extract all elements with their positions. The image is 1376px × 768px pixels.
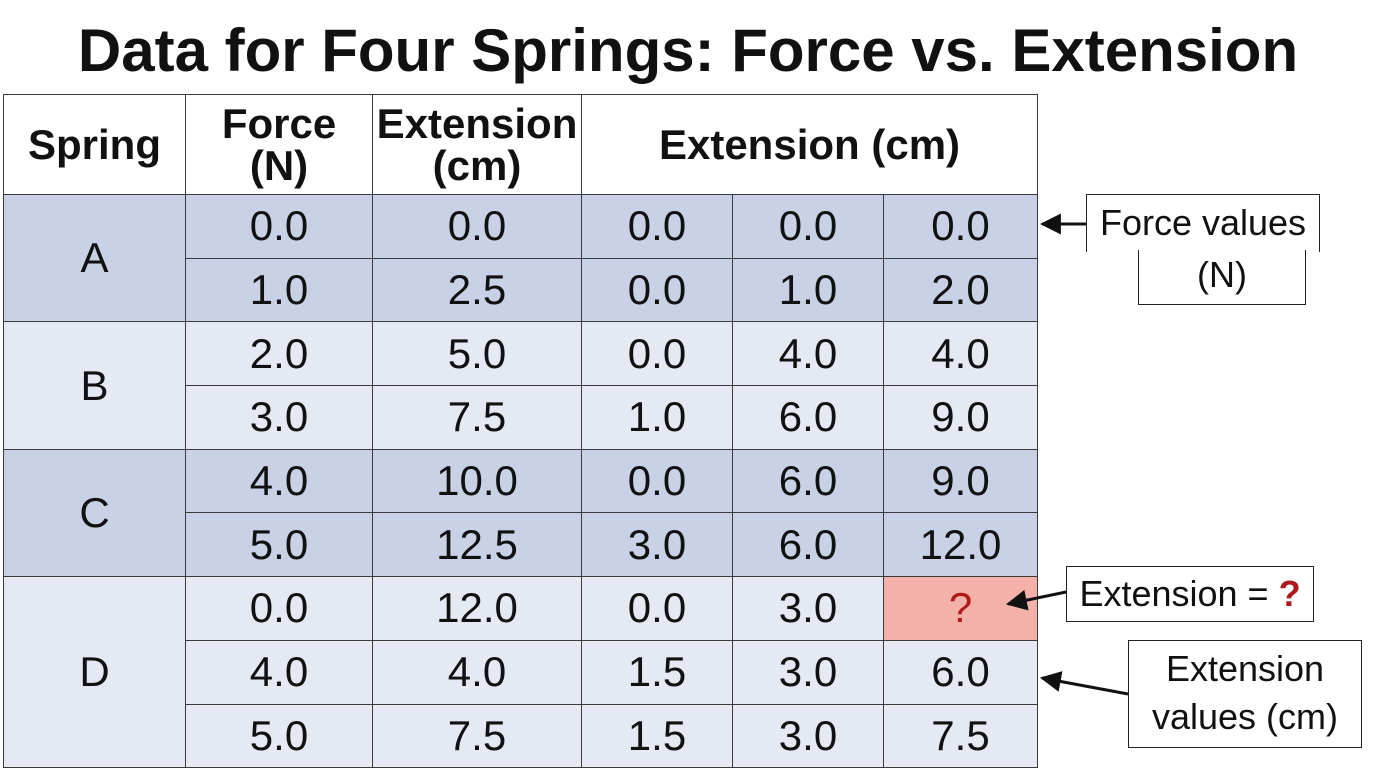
extension-cell: 9.0 [883, 385, 1038, 450]
spring-label: D [3, 576, 186, 768]
extension-callout: Extension values (cm) [1128, 640, 1362, 748]
table-body: A 0.0 0.0 0.0 0.0 0.0 1.0 2.5 0.0 1.0 2.0 B 2.0 5.0 0.… [3, 193, 1038, 768]
header-extension-line1: Extension [376, 99, 578, 147]
extension-cell: 7.5 [883, 703, 1038, 768]
extension-cell: 5.0 [372, 321, 582, 387]
extension-cell: 4.0 [732, 321, 884, 387]
spring-label: C [3, 448, 186, 578]
page-title: Data for Four Springs: Force vs. Extensi… [77, 17, 1299, 84]
force-cell: 1.0 [185, 257, 373, 323]
force-callout-tab: (N) [1138, 250, 1306, 305]
extension-cell: 6.0 [883, 639, 1038, 705]
table-row: C 4.0 10.0 0.0 6.0 9.0 [3, 448, 1038, 578]
force-cell: 0.0 [185, 576, 373, 641]
data-table: Spring Force (N) Extension (cm) Extensio… [3, 94, 1038, 768]
extension-cell: 12.5 [372, 512, 582, 578]
extension-cell: 3.0 [581, 512, 733, 578]
extension-cell: 4.0 [883, 321, 1038, 387]
unknown-value-cell: ? [883, 576, 1038, 641]
unknown-callout-arrow [1005, 589, 1067, 611]
table-row: B 2.0 5.0 0.0 4.0 4.0 [3, 321, 1038, 450]
spring-label: B [3, 321, 186, 450]
extension-cell: 7.5 [372, 385, 582, 450]
extension-cell: 1.5 [581, 703, 733, 768]
extension-cell: 0.0 [732, 194, 884, 259]
header-extension: Extension (cm) [372, 94, 582, 195]
header-force-line1: Force [221, 99, 337, 147]
extension-cell: 6.0 [732, 512, 884, 578]
extension-cell: 2.5 [372, 257, 582, 323]
header-row: Spring Force (N) Extension (cm) Extensio… [3, 94, 1038, 195]
extension-cell: 3.0 [732, 703, 884, 768]
unknown-callout-text: Extension = [1079, 573, 1279, 614]
header-extension-line2: (cm) [432, 141, 522, 189]
extension-cell: 0.0 [581, 194, 733, 259]
table-row: 5.0 12.5 3.0 6.0 12.0 [4, 512, 1038, 578]
extension-cell: 2.0 [883, 257, 1038, 323]
table-row: D 0.0 12.0 0.0 3.0? [3, 576, 1038, 768]
extension-cell: 1.0 [581, 385, 733, 450]
table-row: 3.0 7.5 1.0 6.0 9.0 [4, 385, 1038, 450]
extension-cell: 0.0 [581, 448, 733, 514]
extension-cell: 4.0 [372, 639, 582, 705]
force-callout: Force values [1086, 194, 1320, 252]
header-force-line2: (N) [249, 141, 309, 189]
force-cell: 4.0 [185, 639, 373, 705]
extension-cell: 3.0 [732, 639, 884, 705]
table-row: 5.0 7.5 1.5 3.0 7.5 [4, 703, 1038, 768]
extension-cell: 1.5 [581, 639, 733, 705]
header-extension-group: Extension (cm) [581, 94, 1038, 195]
extension-cell: 0.0 [581, 257, 733, 323]
force-cell: 5.0 [185, 703, 373, 768]
extension-cell: 0.0 [883, 194, 1038, 259]
extension-cell: 0.0 [581, 576, 733, 641]
force-callout-line2: (N) [1197, 254, 1247, 295]
extension-cell: 12.0 [883, 512, 1038, 578]
extension-cell: 0.0 [581, 321, 733, 387]
force-callout-line1: Force values [1099, 202, 1307, 243]
force-cell: 5.0 [185, 512, 373, 578]
extension-cell: 12.0 [372, 576, 582, 641]
extension-cell: 3.0 [732, 576, 884, 641]
header-force: Force (N) [185, 94, 373, 195]
table-row: A 0.0 0.0 0.0 0.0 0.0 [3, 193, 1038, 323]
extension-cell: 10.0 [372, 448, 582, 514]
force-cell: 4.0 [185, 448, 373, 514]
unknown-callout: Extension = ? [1066, 566, 1314, 622]
force-cell: 0.0 [185, 194, 373, 259]
table-row: 4.0 4.0 1.5 3.0 6.0 [4, 639, 1038, 705]
extension-cell: 6.0 [732, 448, 884, 514]
extension-cell: 9.0 [883, 448, 1038, 514]
extension-cell: 1.0 [732, 257, 884, 323]
extension-callout-arrow [1039, 671, 1129, 696]
header-spring: Spring [3, 94, 186, 195]
extension-callout-line1: Extension [1165, 648, 1325, 689]
spring-label: A [3, 193, 186, 323]
extension-cell: 7.5 [372, 703, 582, 768]
extension-callout-line2: values (cm) [1151, 696, 1339, 737]
force-cell: 3.0 [185, 385, 373, 450]
table-row: 1.0 2.5 0.0 1.0 2.0 [4, 257, 1038, 323]
question-mark-icon: ? [1278, 573, 1301, 614]
